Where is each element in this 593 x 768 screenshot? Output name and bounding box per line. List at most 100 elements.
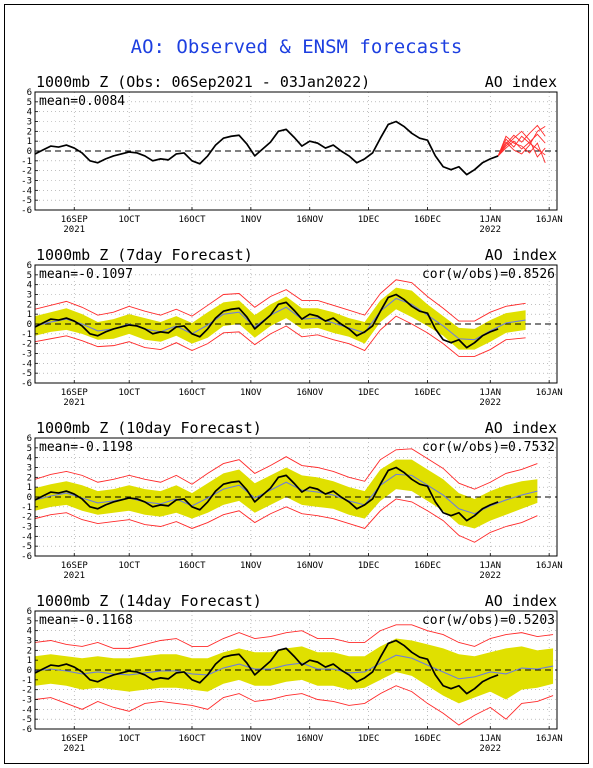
chart-2-observed-line [35, 293, 499, 349]
chart-1-ytick-label: 2 [27, 127, 32, 137]
chart-3-ytick-label: -4 [21, 532, 32, 542]
chart-2-xtick-label: 1DEC [358, 388, 380, 398]
chart-3-ytick-label: 1 [27, 483, 32, 493]
chart-3-member-line-2 [35, 448, 538, 490]
chart-4-xtick-label: 16NOV [296, 734, 324, 744]
chart-2-member-line-1 [35, 315, 526, 357]
chart-4-observed-line [35, 639, 499, 695]
chart-3-xtick-label: 1NOV [240, 561, 262, 571]
chart-4-ytick-label: -3 [21, 696, 32, 706]
chart-1-ytick-label: -4 [21, 186, 32, 196]
chart-2-ytick-label: -4 [21, 359, 32, 369]
chart-4-index-label: AO index [485, 592, 557, 610]
chart-1-mean-label: mean=0.0084 [39, 94, 125, 109]
chart-3-xtick-label: 16JAN [536, 561, 563, 571]
chart-1-member-line-2 [497, 135, 546, 157]
chart-2-xtick-label: 1NOV [240, 388, 262, 398]
chart-1-title: 1000mb Z (Obs: 06Sep2021 - 03Jan2022) [36, 73, 370, 91]
chart-2-xtick-label: 1OCT [118, 388, 140, 398]
chart-4-xtick-label: 16JAN [536, 734, 563, 744]
chart-3-ytick-label: 0 [27, 493, 32, 503]
chart-3-spread-band [35, 459, 538, 529]
chart-1-ytick-label: 5 [27, 98, 32, 108]
chart-3-xtick-label: 16SEP [61, 561, 89, 571]
chart-4-ytick-label: 3 [27, 637, 32, 647]
chart-3-xtick-label: 16DEC [414, 561, 441, 571]
chart-4-xtick-label: 16DEC [414, 734, 441, 744]
chart-4-ytick-label: 1 [27, 656, 32, 666]
chart-1-ytick-label: 6 [27, 88, 32, 98]
chart-1-ytick-label: 3 [27, 118, 32, 128]
chart-1-member-line-3 [497, 133, 546, 157]
chart-1-ytick-label: 4 [27, 108, 32, 118]
chart-4-ytick-label: 0 [27, 666, 32, 676]
chart-4-ytick-label: -5 [21, 715, 32, 725]
chart-1-xtick-year: 2021 [63, 225, 85, 235]
chart-4-ytick-label: 4 [27, 627, 32, 637]
chart-3-ytick-label: -6 [21, 552, 32, 562]
chart-2-spread-band [35, 287, 526, 350]
chart-1-xtick-label: 16SEP [61, 215, 89, 225]
figure-border [4, 4, 589, 764]
chart-3-xtick-label: 1JAN [479, 561, 501, 571]
chart-2-ytick-label: -1 [21, 330, 32, 340]
chart-3-title: 1000mb Z (10day Forecast) [36, 419, 262, 437]
chart-4-title: 1000mb Z (14day Forecast) [36, 592, 262, 610]
chart-4-ytick-label: -2 [21, 686, 32, 696]
chart-4-mean-label: mean=-0.1168 [39, 613, 133, 628]
chart-4-ytick-label: 2 [27, 646, 32, 656]
chart-3-ytick-label: -2 [21, 513, 32, 523]
chart-1-xtick-label: 1NOV [240, 215, 262, 225]
chart-2-xtick-label: 16JAN [536, 388, 563, 398]
chart-3-xtick-label: 1DEC [358, 561, 380, 571]
chart-2-xtick-label: 16DEC [414, 388, 441, 398]
chart-4-ytick-label: -1 [21, 676, 32, 686]
chart-2-title: 1000mb Z (7day Forecast) [36, 246, 253, 264]
chart-2-xtick-label: 16NOV [296, 388, 324, 398]
chart-1-observed-line [35, 120, 499, 176]
chart-4-member-line-1 [35, 685, 554, 726]
chart-4-ytick-label: 5 [27, 617, 32, 627]
chart-2-ytick-label: -6 [21, 379, 32, 389]
chart-1-ytick-label: 1 [27, 137, 32, 147]
chart-1-ytick-label: -5 [21, 196, 32, 206]
chart-3-ytick-label: 4 [27, 454, 32, 464]
chart-2-index-label: AO index [485, 246, 557, 264]
chart-1-ytick-label: -3 [21, 177, 32, 187]
chart-3-xtick-label: 16NOV [296, 561, 324, 571]
chart-3-ytick-label: -1 [21, 503, 32, 513]
chart-2-ytick-label: 0 [27, 320, 32, 330]
chart-2-ytick-label: 1 [27, 310, 32, 320]
chart-4-member-line-2 [35, 624, 554, 649]
chart-3-index-label: AO index [485, 419, 557, 437]
chart-3-ytick-label: 3 [27, 464, 32, 474]
chart-2-member-line-2 [35, 279, 526, 322]
chart-1-xtick-label: 1JAN [479, 215, 501, 225]
chart-2-ytick-label: 5 [27, 271, 32, 281]
chart-3-xtick-year: 2021 [63, 571, 85, 581]
chart-2-xtick-label: 16OCT [178, 388, 206, 398]
chart-1-xtick-label: 16OCT [178, 215, 206, 225]
chart-1-xtick-label: 16DEC [414, 215, 441, 225]
chart-1-ytick-label: -2 [21, 167, 32, 177]
chart-1-member-line-4 [497, 126, 546, 157]
chart-2-mean-label: mean=-0.1097 [39, 267, 133, 282]
chart-4-correlation-label: cor(w/obs)=0.5203 [422, 613, 555, 628]
chart-4-xtick-label: 1DEC [358, 734, 380, 744]
chart-2-correlation-label: cor(w/obs)=0.8526 [422, 267, 555, 282]
chart-4-ytick-label: 6 [27, 607, 32, 617]
chart-1-ytick-label: -1 [21, 157, 32, 167]
chart-3-xtick-label: 16OCT [178, 561, 206, 571]
chart-3-ytick-label: 2 [27, 473, 32, 483]
chart-2-xtick-label: 1JAN [479, 388, 501, 398]
chart-4-xtick-year: 2021 [63, 744, 85, 754]
chart-2-ytick-label: -2 [21, 340, 32, 350]
chart-3-ytick-label: -3 [21, 523, 32, 533]
chart-2-ytick-label: -3 [21, 350, 32, 360]
chart-3-xtick-label: 1OCT [118, 561, 140, 571]
chart-3-correlation-label: cor(w/obs)=0.7532 [422, 440, 555, 455]
chart-4-xtick-label: 16OCT [178, 734, 206, 744]
chart-1-index-label: AO index [485, 73, 557, 91]
chart-1-member-line-1 [497, 124, 546, 157]
